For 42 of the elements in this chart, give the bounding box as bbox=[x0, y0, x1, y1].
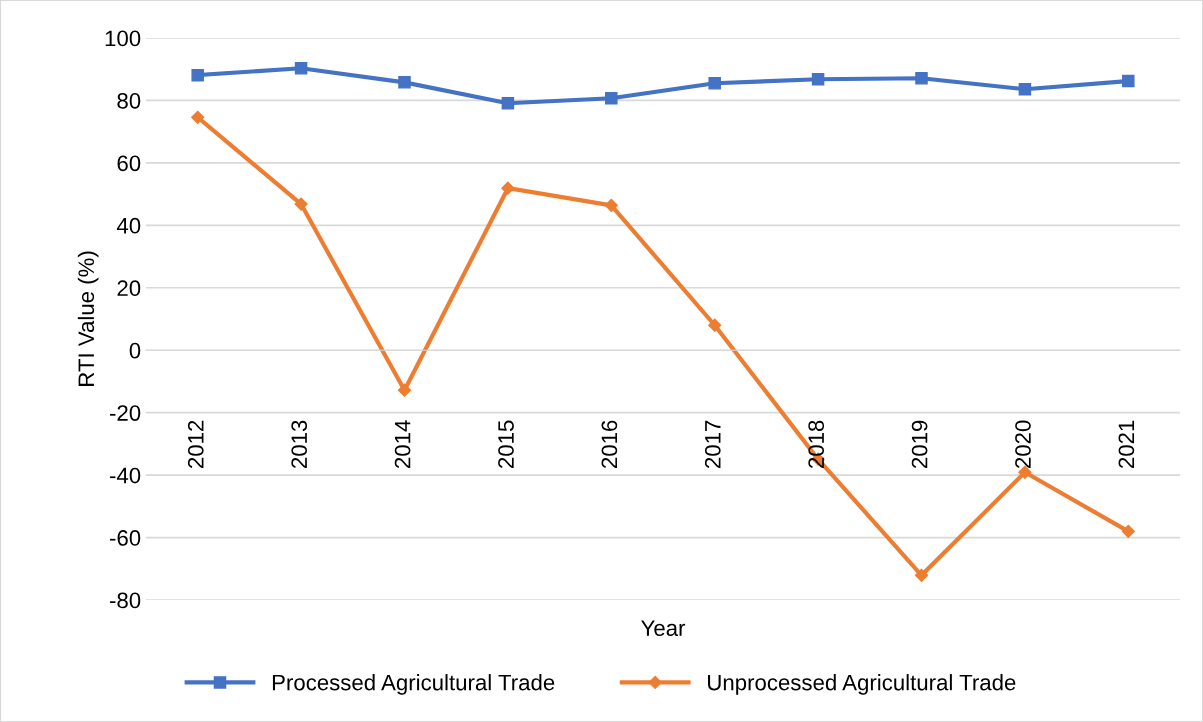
y-tick-label: -20 bbox=[110, 405, 141, 421]
y-tick-label: 80 bbox=[117, 92, 141, 109]
point bbox=[501, 97, 515, 110]
point bbox=[397, 383, 412, 397]
point bbox=[914, 568, 929, 582]
y-tick-label: 0 bbox=[129, 342, 141, 359]
point bbox=[605, 92, 618, 105]
x-tick-label: 2021 bbox=[1118, 420, 1135, 468]
x-axis-title: Year bbox=[641, 620, 686, 636]
point bbox=[294, 197, 308, 211]
point bbox=[604, 198, 618, 212]
y-tick-label: -60 bbox=[110, 530, 141, 546]
x-tick-label: 2013 bbox=[291, 420, 308, 468]
point bbox=[398, 76, 411, 89]
point bbox=[294, 62, 308, 75]
y-tick-label: -40 bbox=[110, 467, 141, 484]
x-tick-label: 2019 bbox=[911, 420, 928, 468]
y-tick-label: 40 bbox=[116, 217, 141, 234]
y-tick-label: -80 bbox=[110, 592, 141, 609]
y-tick-label: 60 bbox=[117, 155, 141, 172]
x-tick-label: 2017 bbox=[704, 420, 721, 468]
y-tick-label: 20 bbox=[117, 280, 141, 297]
point bbox=[1122, 74, 1135, 88]
point bbox=[915, 72, 928, 85]
point bbox=[708, 318, 722, 332]
point bbox=[811, 72, 825, 86]
x-tick-label: 2012 bbox=[187, 420, 204, 468]
point bbox=[1121, 524, 1135, 538]
x-tick-label: 2015 bbox=[498, 420, 514, 468]
point bbox=[191, 110, 205, 124]
point bbox=[191, 68, 204, 82]
x-tick-label: 2016 bbox=[601, 420, 618, 468]
legend-label: Unprocessed Agricultural Trade bbox=[708, 674, 1016, 695]
legend-label: Processed Agricultural Trade bbox=[272, 674, 555, 695]
x-tick-label: 2018 bbox=[808, 420, 825, 468]
point bbox=[1018, 82, 1032, 96]
x-tick-label: 2014 bbox=[394, 420, 411, 468]
y-tick-label: 100 bbox=[105, 30, 141, 47]
y-axis-title: RTI Value (%) bbox=[77, 251, 99, 386]
point bbox=[501, 181, 515, 195]
point bbox=[708, 77, 721, 90]
x-tick-label: 2020 bbox=[1015, 420, 1031, 468]
